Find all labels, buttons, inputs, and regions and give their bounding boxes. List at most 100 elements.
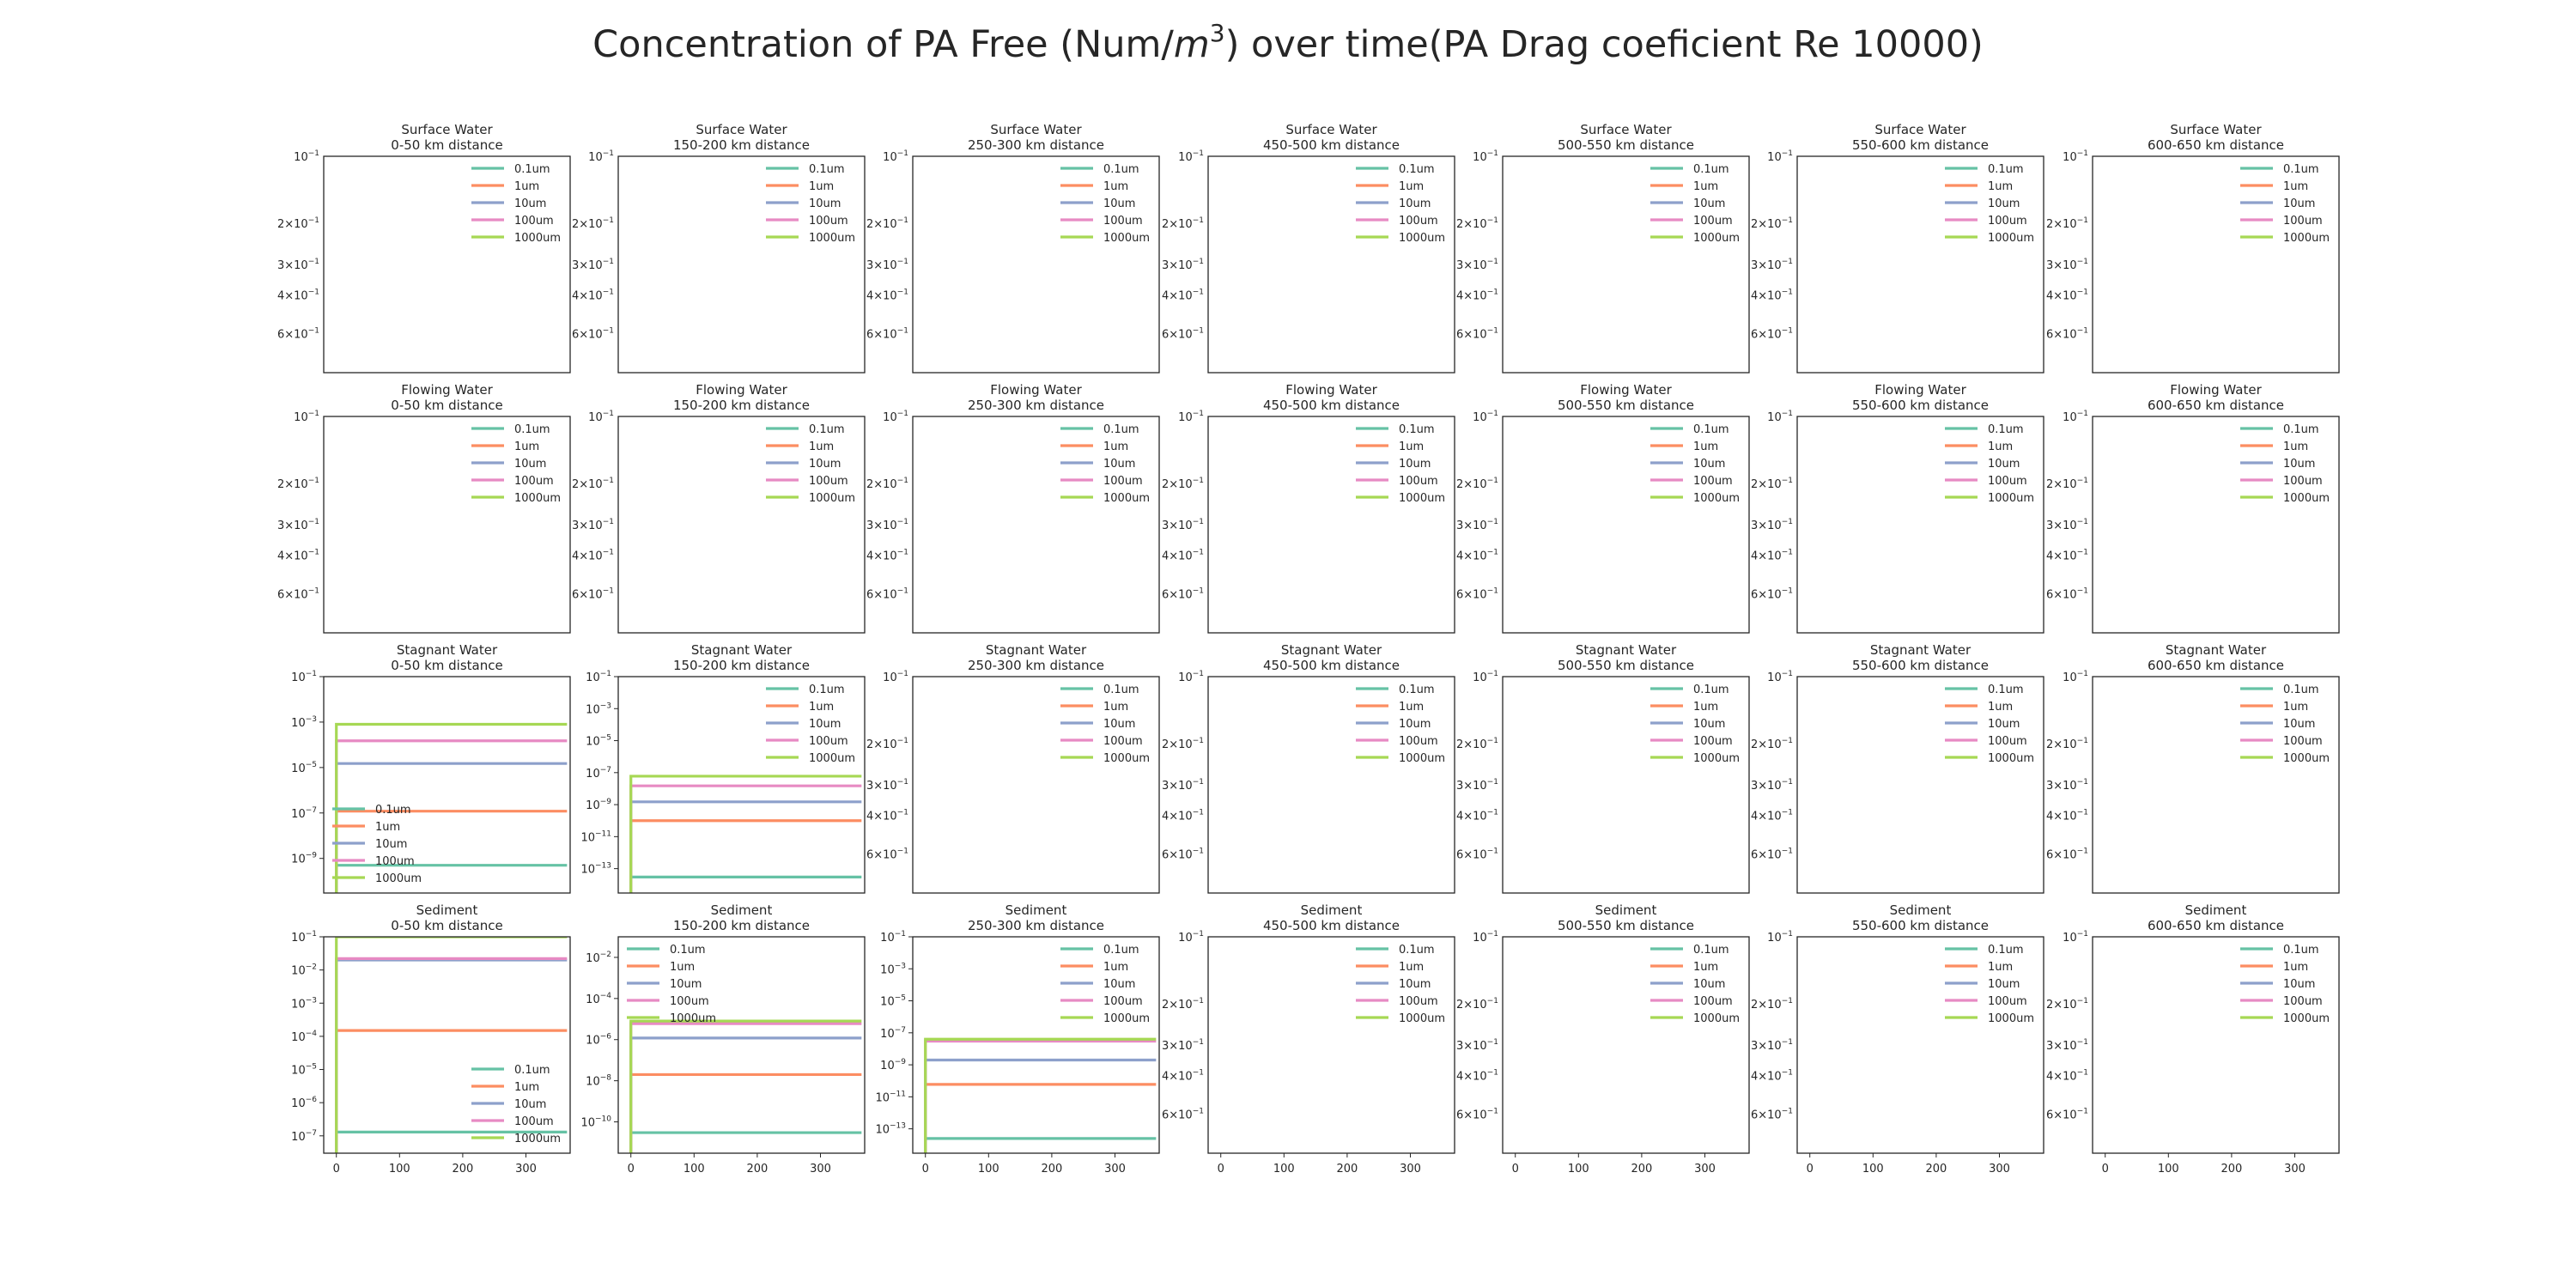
plot-frame <box>2092 416 2340 634</box>
legend-label: 0.1um <box>2283 683 2319 696</box>
subplot-title-row: Sediment <box>416 902 478 918</box>
y-tick-label: 3×10−1 <box>1751 1038 1793 1053</box>
subplot-title-row: Surface Water <box>2170 122 2262 137</box>
subplot-title-row: Sediment <box>711 902 773 918</box>
y-tick-label: 4×10−1 <box>277 548 319 562</box>
legend-label: 0.1um <box>809 423 845 436</box>
y-tick-label: 10−13 <box>875 1122 906 1137</box>
y-tick-label: 10−1 <box>586 670 611 684</box>
subplot-grid: Surface Water 0-50 km distance 10−1 2×10−1 3… <box>277 122 2340 1176</box>
y-tick-label: 10−1 <box>1767 670 1793 684</box>
legend-label: 1000um <box>1693 752 1740 765</box>
subplot-title-row: Surface Water <box>696 122 787 137</box>
legend-label: 1um <box>809 440 834 453</box>
plot-frame <box>2092 155 2340 374</box>
y-tick-label: 3×10−1 <box>277 258 319 272</box>
plot-frame <box>323 676 571 894</box>
x-tick-label: 300 <box>1400 1163 1421 1176</box>
legend-label: 1000um <box>514 232 561 245</box>
legend: 0.1um 1um 10um 100um 1000um <box>471 1064 561 1145</box>
subplot-title-distance: 600-650 km distance <box>2148 918 2284 933</box>
y-tick-label: 4×10−1 <box>866 808 908 823</box>
plot-frame <box>323 936 571 1154</box>
series-line-1000um <box>924 1037 1157 1153</box>
legend-label: 1000um <box>375 872 422 885</box>
y-tick-label: 10−9 <box>880 1058 906 1072</box>
legend-label: 1000um <box>2283 492 2330 505</box>
legend-label: 0.1um <box>514 423 550 436</box>
legend-label: 1000um <box>1988 492 2034 505</box>
plot-frame <box>1207 676 1455 894</box>
legend-label: 10um <box>809 718 841 731</box>
legend-label: 1000um <box>1103 232 1150 245</box>
legend-label: 100um <box>2283 475 2323 488</box>
plot-frame <box>1796 155 2044 374</box>
plot-frame <box>617 936 866 1154</box>
y-tick-label: 3×10−1 <box>866 778 908 793</box>
legend: 0.1um 1um 10um 100um 1000um <box>1945 683 2034 765</box>
plot-frame <box>1502 936 1750 1154</box>
legend: 0.1um 1um 10um 100um 1000um <box>1945 944 2034 1025</box>
plot-frame <box>1502 676 1750 894</box>
plot-frame <box>912 676 1160 894</box>
y-tick-label: 10−1 <box>1178 410 1204 424</box>
legend-label: 100um <box>514 1115 554 1128</box>
legend-label: 100um <box>1693 735 1733 748</box>
legend-label: 100um <box>809 215 848 228</box>
y-tick-label: 2×10−1 <box>277 477 319 491</box>
legend-label: 1000um <box>1693 492 1740 505</box>
y-tick-label: 2×10−1 <box>1751 997 1793 1012</box>
plot-frame <box>323 155 571 374</box>
plot-frame <box>617 416 866 634</box>
plot-frame <box>1207 155 1455 374</box>
legend-label: 1000um <box>1988 232 2034 245</box>
y-tick-label: 4×10−1 <box>1162 288 1204 302</box>
x-tick-label: 100 <box>683 1163 705 1176</box>
legend-label: 0.1um <box>1103 423 1139 436</box>
y-tick-label: 4×10−1 <box>1456 548 1498 562</box>
legend: 0.1um 1um 10um 100um 1000um <box>1356 423 1445 505</box>
plot-frame <box>912 936 1160 1154</box>
legend-label: 10um <box>1103 197 1135 210</box>
y-tick-label: 2×10−1 <box>1751 737 1793 751</box>
legend-label: 1um <box>2283 701 2308 714</box>
y-tick-label: 6×10−1 <box>277 327 319 342</box>
legend-label: 100um <box>1399 735 1438 748</box>
subplot-title-distance: 0-50 km distance <box>391 918 502 933</box>
y-tick-label: 10−1 <box>880 930 906 945</box>
legend-label: 1um <box>1399 180 1424 193</box>
legend-label: 1000um <box>1103 752 1150 765</box>
subplot-title-row: Sediment <box>1301 902 1363 918</box>
legend-label: 1000um <box>1988 752 2034 765</box>
y-tick-label: 10−4 <box>586 992 611 1006</box>
subplot-title-row: Surface Water <box>1874 122 1966 137</box>
legend-label: 10um <box>514 458 546 471</box>
x-tick-label: 200 <box>2221 1163 2242 1176</box>
y-tick-label: 10−1 <box>291 930 317 945</box>
y-tick-label: 10−6 <box>586 1033 611 1048</box>
plot-frame <box>1796 676 2044 894</box>
legend-label: 1000um <box>1988 1012 2034 1025</box>
y-tick-label: 10−1 <box>2063 149 2088 164</box>
legend: 0.1um 1um 10um 100um 1000um <box>766 423 855 505</box>
y-tick-label: 2×10−1 <box>2046 997 2088 1012</box>
y-tick-label: 3×10−1 <box>1751 518 1793 532</box>
x-tick-label: 300 <box>1694 1163 1716 1176</box>
y-tick-label: 4×10−1 <box>1162 548 1204 562</box>
legend-label: 1000um <box>1399 492 1445 505</box>
legend-label: 0.1um <box>1988 944 2024 957</box>
y-tick-label: 6×10−1 <box>1751 587 1793 602</box>
subplot-title-distance: 0-50 km distance <box>391 398 502 413</box>
subplot-title-distance: 150-200 km distance <box>673 137 810 153</box>
subplot-title-distance: 150-200 km distance <box>673 398 810 413</box>
x-tick-label: 200 <box>1631 1163 1652 1176</box>
legend-label: 10um <box>1693 197 1725 210</box>
